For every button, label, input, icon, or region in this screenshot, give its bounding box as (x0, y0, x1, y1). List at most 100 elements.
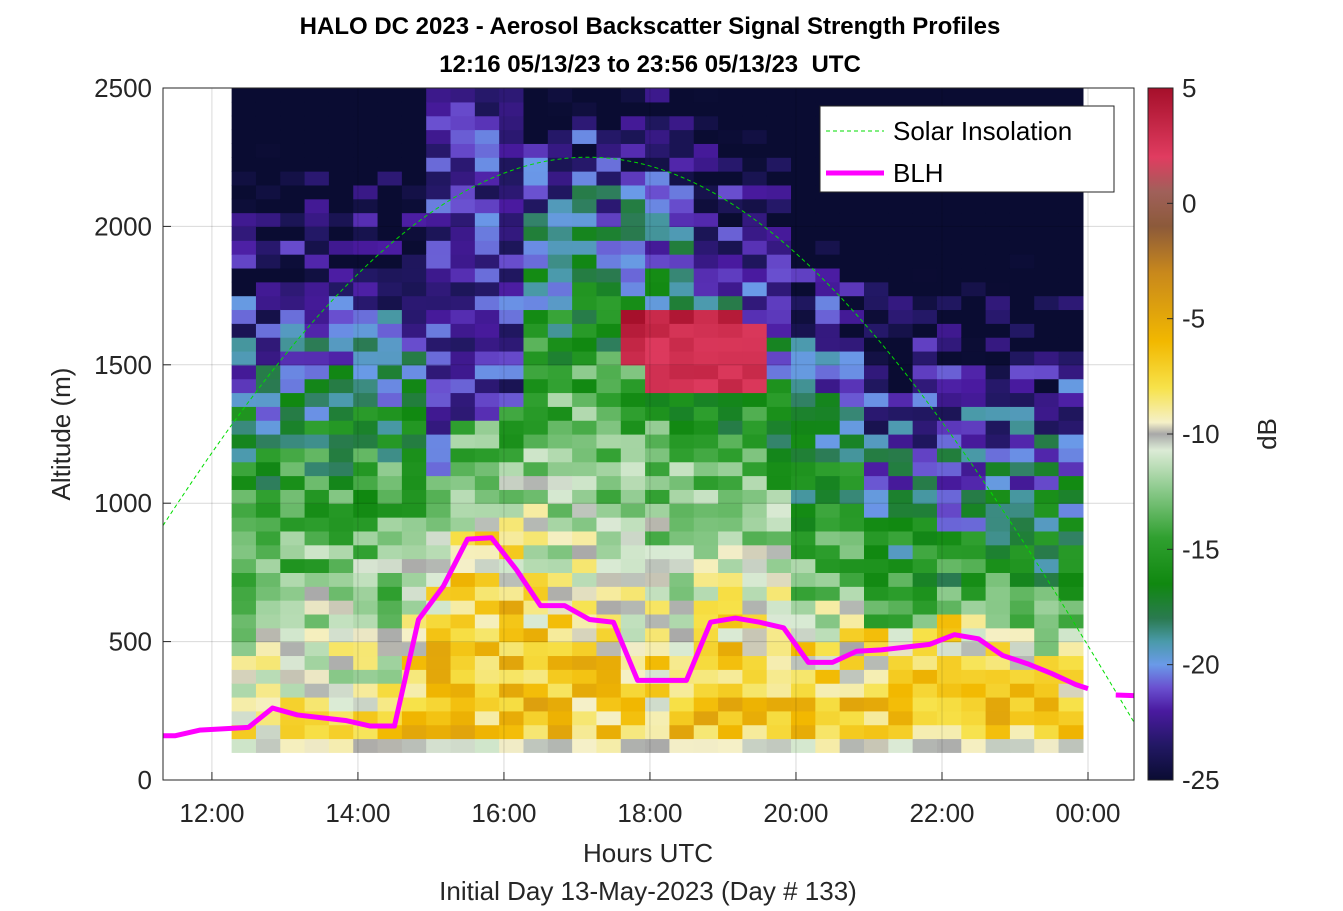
heatmap-cell (766, 655, 792, 670)
heatmap-cell (864, 295, 889, 311)
heatmap-cell (912, 558, 938, 573)
heatmap-cell (280, 392, 306, 407)
heatmap-cell (596, 434, 622, 449)
heatmap-cell (645, 88, 671, 103)
heatmap-cell (1034, 655, 1060, 670)
heatmap-cell (693, 475, 719, 490)
heatmap-cell (815, 475, 841, 490)
heatmap-cell (961, 281, 987, 297)
heatmap-cell (766, 572, 792, 587)
heatmap-cell (742, 378, 768, 394)
heatmap-cell (255, 489, 281, 504)
heatmap-cell (766, 254, 792, 269)
heatmap-cell (572, 503, 598, 518)
heatmap-cell (547, 101, 573, 117)
heatmap-cell (255, 530, 281, 546)
heatmap-cell (255, 267, 281, 283)
heatmap-cell (377, 240, 403, 255)
heatmap-cell (377, 267, 403, 283)
heatmap-cell (572, 295, 598, 311)
heatmap-cell (693, 267, 719, 283)
heatmap-cell (791, 309, 816, 324)
heatmap-cell (936, 198, 962, 214)
heatmap-cell (961, 669, 987, 684)
heatmap-cell (450, 323, 476, 338)
heatmap-cell (377, 517, 403, 532)
heatmap-cell (401, 406, 427, 421)
heatmap-cell (547, 641, 573, 657)
heatmap-cell (328, 530, 354, 546)
heatmap-cell (474, 669, 500, 684)
heatmap-cell (523, 171, 549, 186)
heatmap-cell (742, 447, 768, 463)
heatmap-cell (426, 420, 452, 435)
heatmap-cell (766, 600, 792, 615)
heatmap-cell (1058, 281, 1084, 297)
heatmap-cell (353, 115, 379, 131)
heatmap-cell (572, 184, 598, 200)
heatmap-cell (450, 655, 476, 670)
heatmap-cell (1058, 613, 1084, 629)
heatmap-cell (523, 655, 549, 670)
heatmap-cell (499, 406, 525, 421)
heatmap-cell (572, 641, 598, 657)
heatmap-cell (255, 572, 281, 587)
heatmap-cell (693, 669, 719, 684)
heatmap-cell (353, 281, 379, 297)
heatmap-cell (936, 281, 962, 297)
heatmap-cell (304, 683, 330, 698)
heatmap-cell (864, 544, 889, 560)
heatmap-cell (669, 613, 695, 629)
heatmap-cell (450, 88, 476, 103)
heatmap-cell (231, 350, 257, 366)
heatmap-cell (328, 544, 354, 560)
heatmap-cell (377, 489, 403, 504)
heatmap-cell (645, 447, 671, 463)
heatmap-cell (864, 88, 889, 103)
heatmap-cell (693, 281, 719, 297)
heatmap-cell (499, 447, 525, 463)
heatmap-cell (426, 669, 452, 684)
heatmap-cell (669, 530, 695, 546)
heatmap-cell (620, 489, 646, 504)
heatmap-cell (718, 641, 743, 657)
heatmap-cell (645, 503, 671, 518)
x-tick-label: 18:00 (617, 798, 682, 828)
heatmap-cell (888, 710, 914, 726)
heatmap-cell (377, 143, 403, 158)
heatmap-cell (499, 281, 525, 297)
heatmap-cell (693, 420, 719, 435)
heatmap-cell (1034, 724, 1060, 740)
heatmap-cell (401, 586, 427, 601)
heatmap-cell (888, 517, 914, 532)
heatmap-cell (645, 738, 671, 753)
heatmap-cell (474, 115, 500, 131)
heatmap-cell (888, 530, 914, 546)
heatmap-cell (1009, 254, 1035, 269)
heatmap-cell (328, 434, 354, 449)
heatmap-cell (718, 627, 743, 643)
legend-solar-label: Solar Insolation (893, 116, 1072, 146)
heatmap-cell (669, 517, 695, 532)
heatmap-cell (328, 696, 354, 712)
heatmap-cell (353, 461, 379, 477)
heatmap-cell (864, 254, 889, 269)
heatmap-cell (985, 392, 1011, 407)
heatmap-cell (280, 489, 306, 504)
heatmap-cell (936, 696, 962, 712)
heatmap-cell (815, 447, 841, 463)
heatmap-cell (304, 267, 330, 283)
heatmap-cell (742, 281, 768, 297)
heatmap-cell (255, 724, 281, 740)
heatmap-cell (353, 226, 379, 241)
heatmap-cell (328, 88, 354, 103)
heatmap-cell (669, 406, 695, 421)
heatmap-cell (718, 475, 743, 490)
heatmap-cell (912, 586, 938, 601)
colorbar-label: dB (1252, 418, 1282, 450)
heatmap-cell (474, 129, 500, 144)
heatmap-cell (280, 309, 306, 324)
heatmap-cell (766, 143, 792, 158)
heatmap-cell (742, 88, 768, 103)
heatmap-cell (547, 586, 573, 601)
